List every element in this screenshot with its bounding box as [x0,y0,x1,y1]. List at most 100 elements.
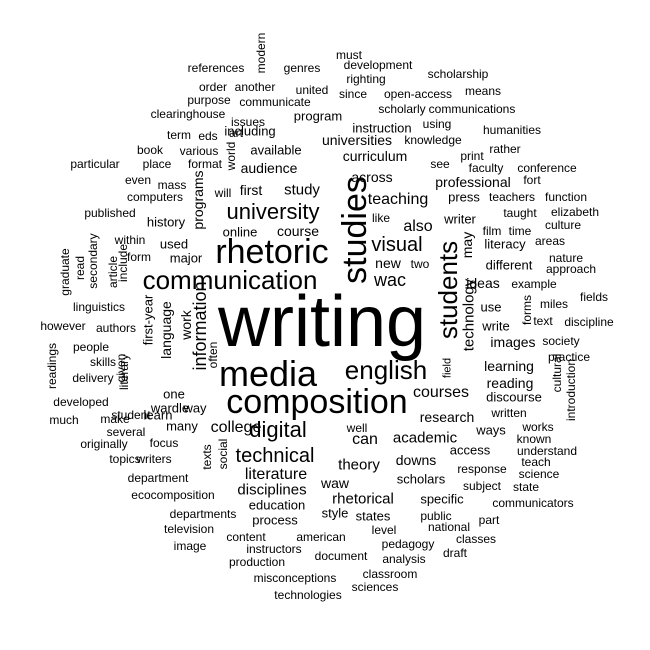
cloud-word: may [459,231,475,259]
cloud-word: references [187,61,245,75]
cloud-word: righting [346,72,386,86]
cloud-word: film [482,224,502,238]
cloud-word: science [518,467,560,481]
cloud-word: place [142,157,172,171]
cloud-word: write [482,318,510,334]
cloud-word: order [198,80,228,94]
cloud-word: online [222,224,258,240]
cloud-word: teachers [488,190,536,204]
cloud-word: society [542,334,580,348]
cloud-word: often [206,341,220,369]
cloud-word: scholarly [378,102,426,116]
cloud-word: communicators [492,496,574,510]
cloud-word: content [226,530,266,544]
cloud-word: introduction [564,358,578,422]
cloud-word: used [159,236,189,252]
cloud-word: communicate [239,95,311,109]
cloud-word: technical [235,445,315,467]
cloud-word: issues [230,115,266,129]
cloud-word: national [427,520,471,534]
cloud-word: different [485,257,533,273]
cloud-word: focus [149,436,179,450]
cloud-word: departments [169,507,237,521]
cloud-word: make [100,412,130,426]
cloud-word: also [403,218,433,235]
cloud-word: much [49,413,79,427]
cloud-word: college [210,419,262,436]
cloud-word: first [239,182,263,198]
cloud-word: must [335,48,363,62]
cloud-word: wardle [150,400,190,416]
cloud-word: misconceptions [253,571,337,585]
cloud-word: ideas [466,275,500,291]
cloud-word: eds [198,129,218,143]
cloud-word: fields [579,290,609,304]
cloud-word: ways [476,422,506,438]
cloud-word: theory [338,456,380,474]
cloud-word: works [522,420,554,434]
cloud-word: world [224,141,238,171]
cloud-word: format [187,157,223,171]
cloud-word: department [127,471,189,485]
cloud-word: university [226,199,320,224]
cloud-word: teach [521,455,551,469]
cloud-word: writers [136,452,172,466]
cloud-word: faculty [468,161,504,175]
cloud-word: one [163,386,185,402]
cloud-word: people [72,340,110,354]
cloud-word: literature [244,466,308,483]
cloud-word: skills [90,355,116,369]
cloud-word: within [114,233,146,247]
cloud-word: part [478,513,500,527]
cloud-word: learn [143,407,173,423]
cloud-word: function [544,190,588,204]
cloud-word: literary [117,353,131,391]
cloud-word: particular [70,157,120,171]
cloud-word: however [40,319,86,333]
cloud-word: scholarship [427,67,489,81]
cloud-word: developed [53,395,109,409]
cloud-word: technologies [274,588,342,602]
cloud-word: rhetorical [332,490,394,508]
cloud-word: approach [545,262,597,276]
cloud-word: knowledge [404,133,462,147]
cloud-word: can [352,431,378,448]
cloud-word: means [464,84,502,98]
cloud-word: reading [486,375,534,391]
cloud-word: digital [249,417,307,442]
cloud-word: including [224,123,276,139]
cloud-word: scholars [396,471,446,487]
cloud-word: communication [142,265,318,295]
cloud-word: universities [321,132,393,148]
cloud-word: course [276,223,320,239]
cloud-word: read [73,255,87,281]
cloud-word: way [183,400,207,416]
cloud-word: instructors [246,542,302,556]
cloud-word: originally [80,437,128,451]
cloud-word: learning [484,358,534,374]
cloud-word: another [234,80,276,94]
cloud-word: culture [544,218,582,232]
cloud-word: nature [548,251,584,265]
cloud-word: example [511,277,557,291]
cloud-word: literacy [484,236,526,252]
cloud-word: writing [217,282,427,362]
cloud-word: american [296,530,346,544]
cloud-word: areas [534,234,566,248]
cloud-word: purpose [187,93,231,107]
cloud-word: wac [373,270,407,290]
cloud-word: published [84,206,136,220]
cloud-word: students [433,240,463,340]
cloud-word: student [111,408,151,422]
cloud-word: secondary [86,233,100,289]
cloud-word: book [136,143,164,157]
cloud-word: disciplines [237,481,307,499]
cloud-word: composition [226,383,408,421]
cloud-word: discipline [564,315,614,329]
cloud-word: several [106,425,146,439]
cloud-word: various [179,144,219,158]
cloud-word: ecocomposition [131,488,215,502]
cloud-word: well [346,421,368,435]
cloud-word: linguistics [72,300,126,314]
cloud-word: see [430,157,450,171]
